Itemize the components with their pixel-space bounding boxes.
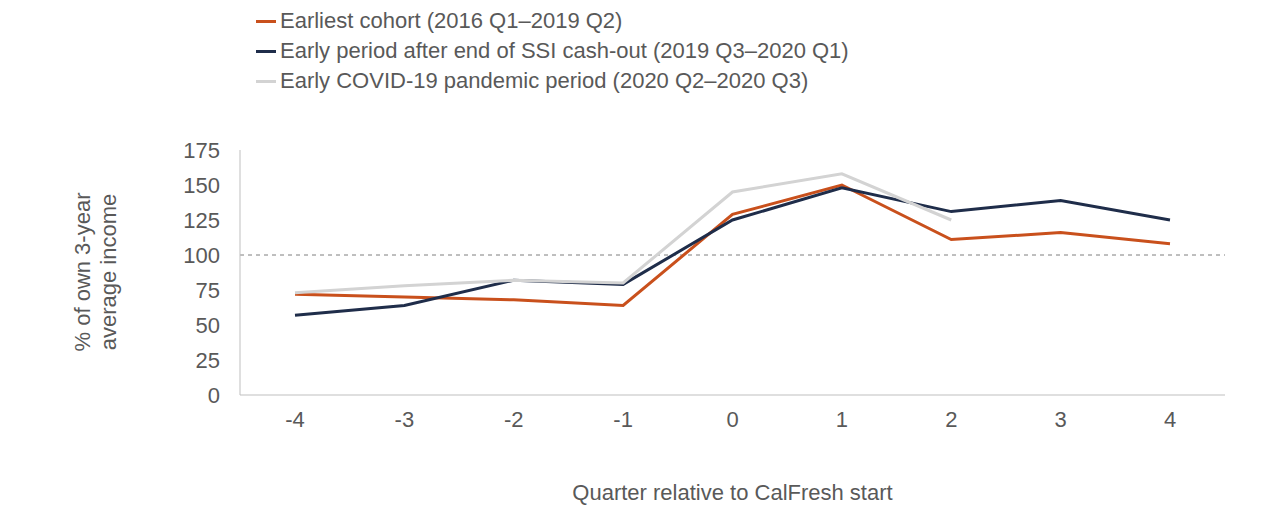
svg-text:-2: -2 xyxy=(504,407,524,432)
html-text:% of own 3-year average income: % of own 3-year average income xyxy=(70,192,121,352)
svg-text:25: 25 xyxy=(196,348,220,373)
svg-text:-4: -4 xyxy=(285,407,305,432)
svg-text:50: 50 xyxy=(196,313,220,338)
svg-text:100: 100 xyxy=(183,243,220,268)
svg-text:0: 0 xyxy=(726,407,738,432)
svg-text:2: 2 xyxy=(945,407,957,432)
svg-text:0: 0 xyxy=(208,383,220,408)
html-text:Earliest cohort (2016 Q1–2019: Earliest cohort (2016 Q1–2019 Q2) xyxy=(280,8,623,33)
svg-text:3: 3 xyxy=(1055,407,1067,432)
svg-text:-1: -1 xyxy=(613,407,633,432)
svg-text:175: 175 xyxy=(183,138,220,163)
svg-text:4: 4 xyxy=(1164,407,1176,432)
svg-text:150: 150 xyxy=(183,173,220,198)
svg-text:125: 125 xyxy=(183,208,220,233)
html-text:Early COVID-19 pandemic period: Early COVID-19 pandemic period (2020 Q2–… xyxy=(280,68,809,93)
svg-text:-3: -3 xyxy=(395,407,415,432)
svg-text:1: 1 xyxy=(836,407,848,432)
html-text:Early period after end of SSI: Early period after end of SSI cash-out (… xyxy=(280,38,849,63)
html-text:Quarter relative to CalFresh s: Quarter relative to CalFresh start xyxy=(572,480,893,505)
svg-text:75: 75 xyxy=(196,278,220,303)
